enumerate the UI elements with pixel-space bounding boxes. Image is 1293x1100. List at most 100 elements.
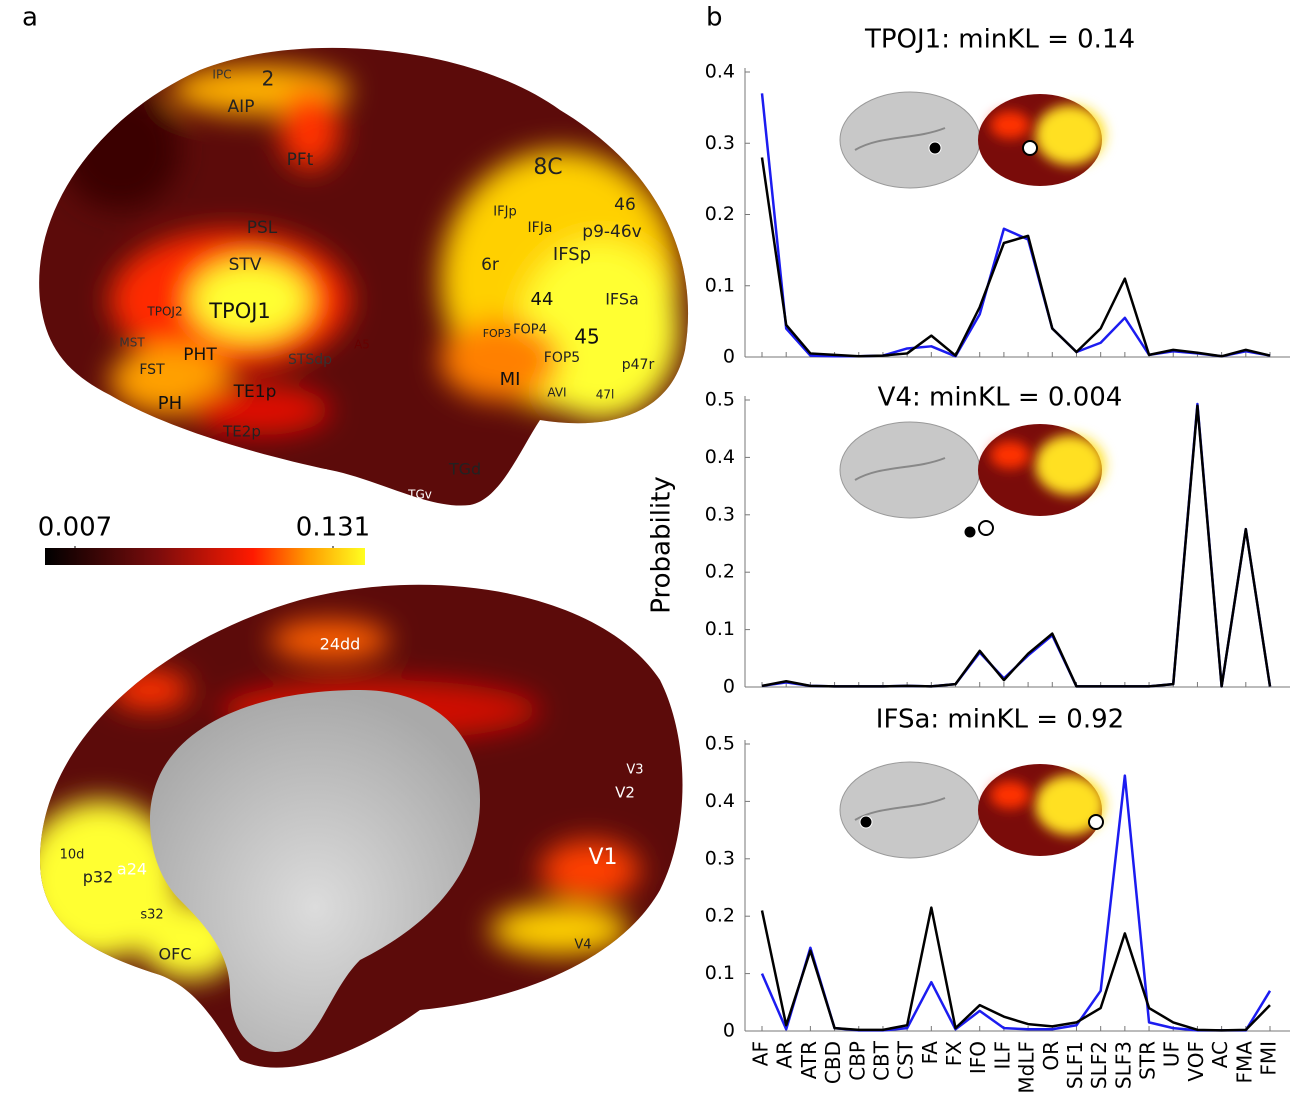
- inset-heat-spot: [1035, 775, 1105, 835]
- region-label: a24: [117, 860, 147, 879]
- region-label: TPOJ1: [208, 299, 271, 323]
- y-tick-label: 0.1: [705, 274, 735, 296]
- region-label: FST: [139, 362, 165, 378]
- y-tick-label: 0.2: [705, 203, 735, 225]
- inset-sulcus: [854, 457, 946, 481]
- region-label: 8C: [533, 155, 562, 180]
- region-label: STSdp: [288, 352, 332, 368]
- x-tick-label: CBD: [821, 1041, 845, 1084]
- x-tick-label: VOF: [1184, 1041, 1208, 1082]
- region-label: FOP5: [544, 350, 580, 366]
- region-label: V1: [588, 845, 617, 870]
- x-tick-label: UF: [1160, 1041, 1184, 1067]
- inset-dot: [928, 141, 942, 155]
- region-label: OFC: [159, 945, 192, 964]
- region-label: IFJp: [493, 205, 516, 220]
- panel-label: b: [706, 3, 723, 33]
- region-label: p32: [83, 868, 114, 887]
- region-label: STV: [229, 255, 262, 275]
- region-label: p9-46v: [582, 222, 641, 242]
- region-label: PSL: [247, 218, 278, 238]
- inset-sulcus: [854, 127, 946, 151]
- x-tick-label: FMA: [1232, 1041, 1256, 1084]
- region-label: p47r: [622, 357, 655, 373]
- region-label: TE2p: [222, 423, 261, 441]
- lateral-brain: [39, 47, 689, 506]
- colorbar: [45, 548, 365, 565]
- inset-heat-spot: [990, 441, 1030, 469]
- x-tick-label: STR: [1136, 1041, 1160, 1080]
- region-label: 24dd: [320, 635, 361, 654]
- region-label: 47l: [596, 388, 615, 402]
- region-label: PH: [158, 393, 182, 414]
- inset-dot: [1022, 140, 1038, 156]
- region-label: IFJa: [528, 220, 553, 236]
- region-label: 6r: [481, 255, 499, 275]
- region-label: V3: [626, 763, 643, 778]
- y-tick-label: 0.3: [705, 132, 735, 154]
- region-label: 45: [574, 325, 599, 349]
- inset-gray-brain: [839, 91, 981, 189]
- inset-sulcus: [854, 797, 946, 821]
- x-tick-label: FA: [918, 1041, 942, 1065]
- x-tick-label: ILF: [990, 1041, 1014, 1070]
- colorbar-tick-label: 0.131: [296, 513, 370, 543]
- region-label: IPC: [212, 68, 231, 82]
- insets: [839, 91, 1105, 859]
- y-tick-label: 0.2: [705, 561, 735, 583]
- y-tick-label: 0: [723, 1020, 735, 1042]
- x-tick-label: SLF3: [1111, 1041, 1135, 1089]
- x-tick-label: CBP: [845, 1041, 869, 1081]
- x-tick-label: FMI: [1257, 1041, 1281, 1076]
- inset-heat-spot: [1035, 435, 1105, 495]
- y-axis-label: Probability: [647, 476, 677, 613]
- line-series: [760, 906, 1271, 1032]
- x-tick-label: CBT: [869, 1040, 893, 1081]
- region-label: TF: [308, 466, 328, 485]
- inset-heat-spot: [1035, 105, 1105, 165]
- x-tick-label: IFO: [966, 1041, 990, 1074]
- region-label: 2: [262, 67, 275, 91]
- y-tick-label: 0.5: [705, 389, 735, 411]
- y-tick-label: 0.4: [705, 790, 735, 812]
- chart-title: TPOJ1: minKL = 0.14: [864, 25, 1135, 55]
- region-label: 46: [614, 195, 636, 215]
- region-label: 10d: [60, 848, 85, 863]
- region-label: MI: [500, 369, 521, 390]
- y-tick-label: 0.3: [705, 503, 735, 525]
- inset-gray-brain: [839, 761, 981, 859]
- region-label: MST: [119, 336, 145, 350]
- x-tick-label: SLF2: [1087, 1041, 1111, 1089]
- y-tick-label: 0: [723, 676, 735, 698]
- inset-heat-spot: [990, 781, 1030, 809]
- inset-heat-spot: [990, 111, 1030, 139]
- region-label: TPOJ2: [146, 305, 182, 319]
- region-label: FOP3: [483, 327, 512, 340]
- region-label: A5: [354, 338, 370, 352]
- chart-title: IFSa: minKL = 0.92: [876, 705, 1124, 735]
- region-label: FOP4: [513, 323, 547, 338]
- y-tick-label: 0.4: [705, 61, 735, 83]
- x-tick-label: CST: [894, 1040, 918, 1080]
- y-tick-label: 0.3: [705, 847, 735, 869]
- region-label: 44: [531, 289, 554, 310]
- y-tick-label: 0.5: [705, 733, 735, 755]
- line-series: [761, 404, 1272, 688]
- x-tick-label: OR: [1039, 1041, 1063, 1071]
- y-tick-label: 0.1: [705, 618, 735, 640]
- region-label: V4: [574, 938, 591, 953]
- inset-gray-brain: [839, 421, 981, 519]
- x-tick-label: FX: [942, 1041, 966, 1067]
- x-tick-label: AF: [749, 1041, 773, 1066]
- x-tick-label: AC: [1208, 1041, 1232, 1068]
- colorbar-tick-label: 0.007: [38, 513, 112, 543]
- panel-label: a: [22, 3, 38, 33]
- region-label: TGd: [448, 460, 481, 479]
- y-tick-label: 0.4: [705, 446, 735, 468]
- y-tick-label: 0: [723, 346, 735, 368]
- inset-dot: [859, 815, 873, 829]
- region-label: s32: [140, 908, 163, 923]
- inset-dot: [963, 525, 977, 539]
- region-label: AVI: [547, 386, 566, 400]
